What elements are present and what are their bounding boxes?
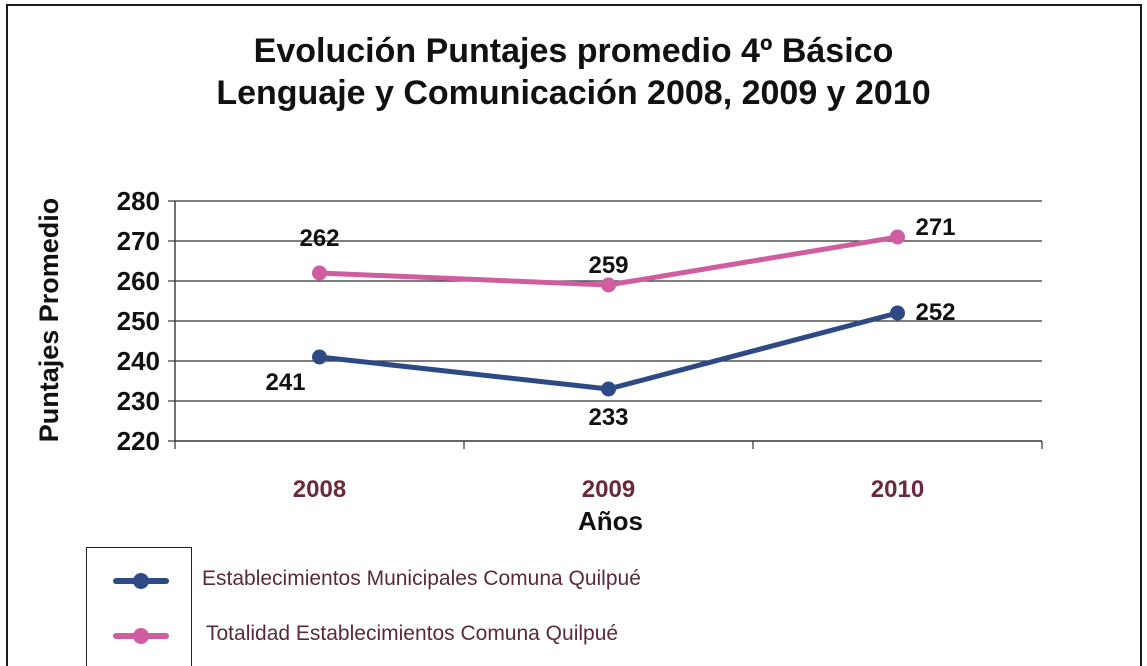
- y-tick-label: 270: [117, 226, 160, 256]
- y-tick-label: 220: [117, 426, 160, 456]
- y-tick-label: 250: [117, 306, 160, 336]
- x-tick-label: 2010: [871, 476, 924, 503]
- legend-label-totalidad: Totalidad Establecimientos Comuna Quilpu…: [206, 622, 619, 645]
- data-point: [312, 265, 327, 281]
- series-line: [317, 310, 900, 392]
- y-tick-label: 260: [117, 266, 160, 296]
- y-axis-title: Puntajes Promedio: [34, 198, 64, 443]
- y-tick-label: 280: [117, 186, 160, 216]
- data-point: [601, 381, 616, 397]
- chart-frame: [6, 4, 1142, 666]
- legend-label-municipales: Establecimientos Municipales Comuna Quil…: [202, 567, 641, 590]
- x-axis-title: Años: [578, 506, 643, 536]
- data-point: [601, 277, 616, 293]
- data-label: 252: [915, 299, 955, 326]
- y-tick-label: 240: [117, 346, 160, 376]
- legend-marker: [133, 573, 149, 589]
- data-label: 241: [265, 369, 305, 396]
- legend-box: [86, 547, 192, 666]
- data-label: 233: [588, 404, 628, 431]
- data-point: [890, 229, 905, 245]
- chart-title: Evolución Puntajes promedio 4º Básico Le…: [0, 30, 1147, 114]
- data-label: 259: [588, 252, 628, 279]
- legend-marker: [133, 628, 149, 644]
- chart-title-line-1: Evolución Puntajes promedio 4º Básico: [253, 32, 894, 70]
- data-label: 271: [915, 214, 955, 241]
- chart-title-line-2: Lenguaje y Comunicación 2008, 2009 y 201…: [216, 74, 931, 112]
- data-point: [312, 349, 327, 365]
- data-label: 262: [299, 225, 339, 252]
- y-tick-label: 230: [117, 386, 160, 416]
- data-point: [890, 305, 905, 321]
- x-tick-label: 2009: [582, 476, 635, 503]
- x-tick-label: 2008: [293, 476, 346, 503]
